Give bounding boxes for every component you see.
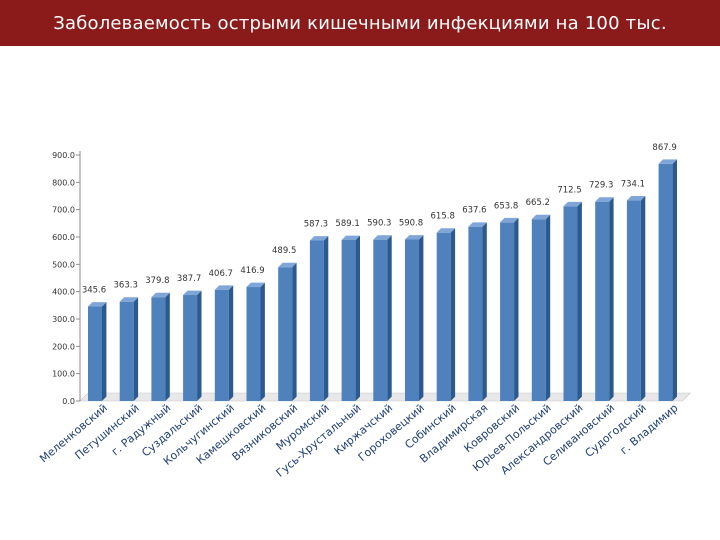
data-label: 734.1 xyxy=(621,179,645,189)
bar-side xyxy=(450,228,456,401)
bar-side xyxy=(228,285,234,401)
bar-top xyxy=(214,285,234,290)
y-tick-label: 200.0 xyxy=(52,342,75,351)
data-labels: 345.6 363.3 379.8 387.7 406.7 416.9 489.5 587.3… xyxy=(82,143,677,296)
bar-top xyxy=(246,282,265,288)
y-tick-label: 600.0 xyxy=(52,233,75,242)
data-label: 615.8 xyxy=(431,212,455,222)
data-label: 406.7 xyxy=(209,269,233,279)
bar xyxy=(246,287,261,401)
bar-side xyxy=(640,195,646,401)
data-label: 653.8 xyxy=(494,201,518,211)
bar-side xyxy=(514,217,519,401)
bar xyxy=(405,239,419,401)
bars xyxy=(88,159,677,401)
title-bar: Заболеваемость острыми кишечными инфекци… xyxy=(0,0,720,46)
y-tick-label: 400.0 xyxy=(52,288,75,297)
bar-side xyxy=(609,197,614,401)
bar-top xyxy=(309,236,329,241)
bar-top xyxy=(626,195,646,201)
bar xyxy=(341,239,356,401)
bar xyxy=(214,289,229,401)
y-tick-label: 700.0 xyxy=(52,206,75,215)
y-tick-label: 100.0 xyxy=(52,370,75,379)
bar-top xyxy=(341,235,360,240)
bar-side xyxy=(545,214,551,401)
data-label: 363.3 xyxy=(114,281,138,291)
data-label: 590.8 xyxy=(399,219,423,229)
bar-side xyxy=(133,297,139,401)
data-label: 345.6 xyxy=(82,286,106,296)
bar-top xyxy=(595,197,614,202)
data-label: 387.7 xyxy=(177,274,201,284)
bar xyxy=(88,306,102,401)
bar xyxy=(595,201,610,401)
bar-top xyxy=(436,228,456,233)
bar xyxy=(626,200,641,401)
data-label: 637.6 xyxy=(462,206,486,216)
bar-side xyxy=(102,302,107,401)
bar xyxy=(278,267,293,401)
bar-top xyxy=(563,201,582,207)
bar-side xyxy=(672,159,677,401)
data-label: 590.3 xyxy=(367,219,391,229)
bar-side xyxy=(292,262,297,401)
bar-side xyxy=(577,201,582,401)
bar-side xyxy=(387,235,392,401)
data-label: 712.5 xyxy=(557,185,581,195)
y-tick-label: 300.0 xyxy=(52,315,75,324)
bar-side xyxy=(482,222,487,401)
data-label: 589.1 xyxy=(335,219,359,229)
bar-top xyxy=(405,235,424,240)
page-title: Заболеваемость острыми кишечными инфекци… xyxy=(53,12,667,34)
bar xyxy=(119,301,134,401)
y-tick-label: 0.0 xyxy=(62,397,75,406)
bar xyxy=(183,295,198,401)
bar-top xyxy=(119,297,139,302)
bar-top xyxy=(278,262,297,268)
data-label: 729.3 xyxy=(589,181,613,191)
bar xyxy=(563,206,578,401)
bar-top xyxy=(373,235,392,240)
bar-top xyxy=(500,217,519,223)
bar-side xyxy=(197,290,202,401)
bar xyxy=(309,240,324,401)
bar-top xyxy=(658,159,677,164)
y-tick-label: 900.0 xyxy=(52,151,75,160)
data-label: 665.2 xyxy=(526,198,550,208)
bar-side xyxy=(165,292,170,401)
bar xyxy=(151,297,166,401)
data-label: 489.5 xyxy=(272,246,296,256)
bar xyxy=(531,219,546,401)
bar xyxy=(468,226,483,401)
data-label: 867.9 xyxy=(652,143,676,153)
bar-side xyxy=(323,236,329,401)
bar xyxy=(500,222,515,401)
bar-top xyxy=(183,290,202,296)
bar-side xyxy=(355,235,360,401)
bar-top xyxy=(531,214,551,220)
bar-top xyxy=(151,292,170,298)
bar-side xyxy=(260,282,265,401)
bar-top xyxy=(88,302,107,307)
bar xyxy=(373,239,388,401)
data-label: 587.3 xyxy=(304,219,328,229)
bar-side xyxy=(419,235,424,401)
y-tick-label: 800.0 xyxy=(52,178,75,187)
bar xyxy=(658,163,673,401)
y-tick-label: 500.0 xyxy=(52,260,75,269)
bar xyxy=(436,232,451,401)
data-label: 416.9 xyxy=(240,266,264,276)
data-label: 379.8 xyxy=(145,276,169,286)
bar-top xyxy=(468,222,487,227)
